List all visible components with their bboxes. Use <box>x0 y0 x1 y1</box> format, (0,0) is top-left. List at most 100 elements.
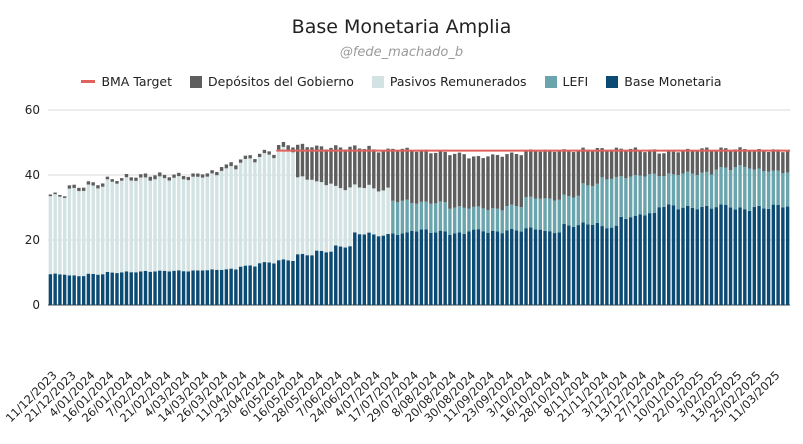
bar-depositos <box>733 149 738 168</box>
bar-depositos <box>429 153 433 204</box>
bar-pasivos <box>229 166 233 269</box>
bar-depositos <box>486 156 490 210</box>
bar-depositos <box>505 154 509 207</box>
bar-base <box>81 276 86 305</box>
bar-base <box>296 254 300 305</box>
bar-lefi <box>424 201 428 230</box>
bar-lefi <box>405 199 409 233</box>
bar-lefi <box>671 174 676 206</box>
bar-depositos <box>67 185 72 189</box>
bar-depositos <box>614 147 619 177</box>
bar-depositos <box>134 177 138 181</box>
bar-depositos <box>315 145 319 182</box>
bar-base <box>334 245 338 305</box>
legend-item-depositos[interactable]: Depósitos del Gobierno <box>190 74 354 89</box>
bar-pasivos <box>72 187 76 276</box>
bar-depositos <box>334 145 338 186</box>
bar-lefi <box>548 198 552 232</box>
bar-depositos <box>210 170 214 174</box>
bar-base <box>300 253 305 305</box>
legend-item-lefi[interactable]: LEFI <box>544 74 588 89</box>
bar-base <box>495 231 500 305</box>
bar-depositos <box>491 154 495 209</box>
bar-base <box>505 230 509 305</box>
legend-item-bma_target[interactable]: BMA Target <box>81 74 172 89</box>
bar-depositos <box>310 147 314 180</box>
bar-depositos <box>709 150 714 175</box>
bar-base <box>538 229 542 305</box>
bar-base <box>143 270 148 305</box>
bar-base <box>609 227 614 305</box>
bar-depositos <box>324 149 328 186</box>
bar-pasivos <box>362 188 367 235</box>
bar-lefi <box>628 176 633 218</box>
bar-base <box>229 268 233 305</box>
bar-lefi <box>695 175 699 210</box>
legend-item-pasivos[interactable]: Pasivos Remunerados <box>371 74 527 89</box>
bar-depositos <box>638 151 642 176</box>
chart-subtitle: @fede_machado_b <box>339 45 464 60</box>
bar-base <box>619 216 623 305</box>
bar-base <box>462 233 466 305</box>
bar-pasivos <box>205 176 210 271</box>
bar-pasivos <box>319 182 324 251</box>
bar-base <box>448 234 452 305</box>
bar-base <box>291 260 295 305</box>
legend-item-base[interactable]: Base Monetaria <box>606 74 722 89</box>
bar-lefi <box>471 206 476 230</box>
bar-depositos <box>120 178 124 181</box>
bar-pasivos <box>305 179 309 256</box>
bar-depositos <box>153 175 157 180</box>
bar-base <box>457 232 462 305</box>
bar-depositos <box>267 151 271 155</box>
bar-pasivos <box>248 158 252 266</box>
bar-base <box>481 231 485 305</box>
bar-lefi <box>714 169 718 208</box>
bar-depositos <box>367 145 371 185</box>
bar-base <box>400 233 405 305</box>
bar-depositos <box>343 149 347 191</box>
bar-lefi <box>462 207 466 234</box>
bar-lefi <box>724 167 728 206</box>
bar-lefi <box>667 173 671 205</box>
bar-depositos <box>752 150 757 170</box>
bar-lefi <box>600 177 604 227</box>
bar-pasivos <box>58 196 62 275</box>
bar-depositos <box>766 152 771 172</box>
bar-base <box>543 230 547 305</box>
bar-pasivos <box>186 180 191 272</box>
bar-base <box>638 214 642 305</box>
bar-pasivos <box>143 177 148 271</box>
bar-lefi <box>728 170 733 208</box>
bar-base <box>286 260 290 305</box>
y-tick-label: 20 <box>25 233 40 247</box>
bar-base <box>595 222 600 305</box>
bar-base <box>586 224 590 305</box>
bar-pasivos <box>110 181 114 273</box>
bar-pasivos <box>315 181 319 251</box>
bar-lefi <box>391 200 395 234</box>
bar-base <box>196 270 200 305</box>
bar-base <box>153 271 157 305</box>
bar-lefi <box>519 207 523 232</box>
bar-pasivos <box>276 149 281 261</box>
bar-depositos <box>624 150 628 179</box>
legend-swatch-depositos <box>190 75 202 88</box>
bar-pasivos <box>262 153 267 263</box>
bar-lefi <box>562 194 566 224</box>
bar-base <box>452 233 457 305</box>
bar-base <box>77 276 81 305</box>
bar-base <box>733 209 738 305</box>
bar-base <box>91 273 95 305</box>
bar-lefi <box>505 206 509 231</box>
bar-base <box>367 232 371 305</box>
bar-base <box>781 207 785 305</box>
bar-base <box>643 215 647 305</box>
bar-base <box>67 275 72 305</box>
bar-base <box>714 207 718 305</box>
bar-base <box>562 223 566 305</box>
bar-base <box>257 263 262 305</box>
legend-swatch-lefi <box>544 75 557 88</box>
bar-base <box>657 207 661 305</box>
bar-base <box>215 269 219 305</box>
